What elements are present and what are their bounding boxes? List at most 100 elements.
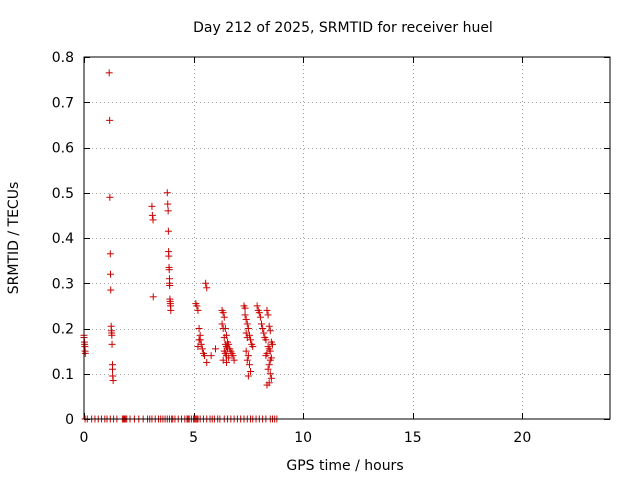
- data-point: [203, 284, 211, 292]
- data-point: [244, 325, 252, 332]
- data-point: [242, 315, 250, 323]
- y-axis-label: SRMTID / TECUs: [6, 182, 22, 295]
- data-point: [264, 365, 272, 373]
- y-tick-label: 0.3: [52, 276, 74, 292]
- x-axis-label: GPS time / hours: [286, 458, 403, 474]
- plot-frame: [83, 56, 611, 420]
- data-point: [207, 352, 215, 360]
- data-point: [163, 189, 171, 197]
- data-point: [219, 309, 227, 317]
- data-point: [263, 306, 271, 314]
- x-tick-label: 5: [189, 430, 198, 446]
- data-point: [194, 343, 202, 351]
- data-point: [107, 270, 115, 278]
- data-point: [260, 329, 268, 337]
- y-tick-label: 0.6: [52, 141, 74, 157]
- data-point: [245, 361, 253, 369]
- data-point: [203, 358, 211, 366]
- data-point: [225, 354, 233, 362]
- data-point: [195, 336, 203, 344]
- x-tick-label: 15: [404, 430, 422, 446]
- data-point: [164, 227, 172, 235]
- data-point: [244, 372, 252, 380]
- data-point: [262, 352, 270, 360]
- data-point: [220, 313, 228, 321]
- data-point: [241, 311, 249, 319]
- data-point: [219, 325, 227, 332]
- data-point: [149, 216, 157, 224]
- data-point: [266, 370, 274, 378]
- data-point: [267, 374, 275, 382]
- data-point: [108, 331, 116, 339]
- data-point: [265, 361, 273, 369]
- data-point: [195, 325, 203, 332]
- data-point: [268, 340, 276, 348]
- y-tick-label: 0.8: [52, 50, 74, 66]
- x-tick-label: 0: [80, 430, 89, 446]
- axis-ticks: [84, 57, 610, 420]
- data-point: [266, 356, 274, 364]
- x-tick-labels: 0 5 10 15 20: [80, 430, 532, 446]
- y-tick-label: 0.4: [52, 231, 74, 247]
- data-point: [253, 302, 261, 310]
- data-point: [247, 367, 255, 375]
- data-point: [164, 200, 172, 208]
- data-point: [262, 336, 270, 344]
- data-point: [108, 340, 116, 348]
- data-point: [242, 347, 250, 355]
- data-point: [165, 266, 173, 274]
- data-point: [229, 352, 237, 360]
- data-point: [212, 345, 219, 353]
- data-point: [263, 381, 271, 389]
- data-point: [148, 202, 156, 210]
- data-point: [258, 320, 266, 328]
- data-point: [230, 356, 238, 364]
- data-point: [109, 377, 117, 385]
- data-point: [106, 193, 114, 201]
- data-point: [266, 327, 274, 335]
- chart-title: Day 212 of 2025, SRMTID for receiver hue…: [193, 20, 493, 36]
- data-point: [166, 282, 174, 290]
- data-point: [149, 293, 157, 301]
- data-point: [242, 329, 250, 337]
- y-tick-label: 0: [65, 412, 74, 428]
- data-point: [81, 349, 89, 357]
- data-point: [220, 334, 228, 342]
- data-point: [218, 320, 226, 328]
- data-point: [148, 211, 156, 219]
- data-point: [243, 320, 251, 328]
- data-point: [194, 306, 202, 314]
- y-tick-labels: 0 0.1 0.2 0.3 0.4 0.5 0.6 0.7 0.8: [52, 50, 74, 428]
- x-tick-label: 10: [294, 430, 312, 446]
- data-points: [80, 69, 281, 423]
- y-tick-label: 0.7: [52, 95, 74, 111]
- data-point: [259, 325, 267, 332]
- data-point: [198, 345, 206, 353]
- data-point: [241, 304, 249, 312]
- data-point: [106, 250, 114, 258]
- data-point: [165, 252, 173, 260]
- data-point: [222, 358, 230, 366]
- grid: [84, 57, 610, 419]
- data-point: [255, 309, 263, 317]
- y-tick-label: 0.2: [52, 322, 74, 338]
- data-point: [243, 334, 251, 342]
- y-tick-label: 0.1: [52, 367, 74, 383]
- data-point: [202, 279, 210, 287]
- data-point: [193, 302, 201, 310]
- data-point: [106, 116, 114, 124]
- x-tick-label: 20: [513, 430, 531, 446]
- y-tick-label: 0.5: [52, 186, 74, 202]
- data-point: [164, 207, 172, 215]
- data-point: [264, 311, 272, 319]
- data-point: [108, 365, 116, 373]
- data-point: [249, 343, 257, 351]
- data-point: [201, 352, 209, 360]
- data-point: [105, 69, 113, 77]
- data-point: [243, 356, 251, 364]
- data-point: [244, 352, 252, 360]
- data-point: [256, 313, 264, 321]
- data-point: [265, 322, 273, 330]
- data-point: [107, 286, 115, 294]
